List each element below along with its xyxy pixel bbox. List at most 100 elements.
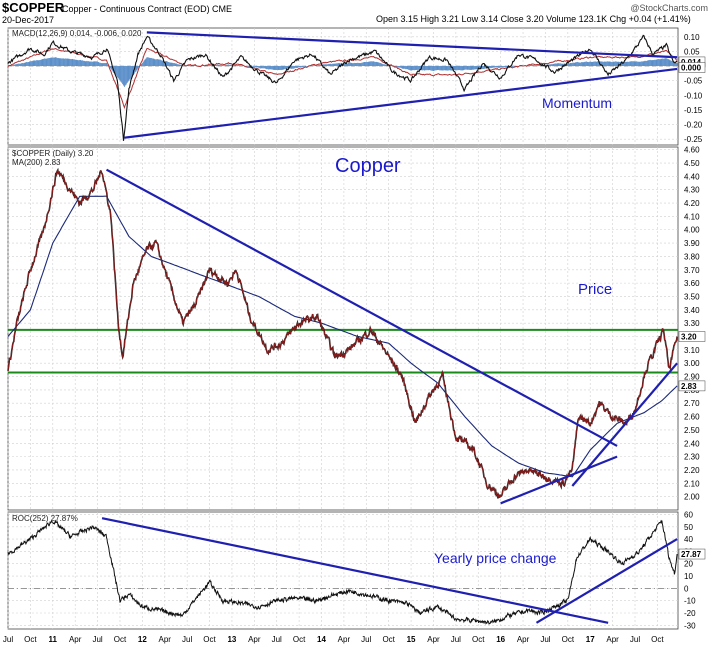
x-tick-label: Apr	[338, 635, 351, 644]
x-tick-label: Oct	[293, 635, 306, 644]
roc-trendline	[535, 538, 678, 624]
roc-value-tag-box	[678, 548, 706, 560]
price-value-tag-box	[678, 331, 706, 342]
ma-value-tag: 2.83	[681, 382, 697, 391]
y-tick-label: 4.00	[684, 226, 700, 235]
x-tick-label: Oct	[651, 635, 664, 644]
price-annotation-title: Copper	[335, 155, 401, 177]
x-tick-label: Jul	[272, 635, 282, 644]
roc-panel-frame	[7, 511, 679, 630]
y-tick-label: 0.05	[684, 47, 700, 56]
x-tick-label: Jul	[3, 635, 13, 644]
price-trendline	[571, 362, 678, 487]
ma-value-tag-box	[678, 380, 706, 392]
macd-line	[7, 34, 678, 141]
macd-panel-frame	[7, 27, 679, 146]
y-tick-label: 2.10	[684, 479, 700, 488]
price-panel	[7, 167, 678, 505]
price-ma-label: MA(200) 2.83	[12, 158, 61, 167]
y-tick-label: 3.40	[684, 306, 700, 315]
x-tick-label: Apr	[248, 635, 261, 644]
x-tick-label: Oct	[24, 635, 37, 644]
x-tick-label: Oct	[472, 635, 485, 644]
roc-line	[7, 519, 678, 625]
y-tick-label: 4.30	[684, 186, 700, 195]
price-trendline	[500, 455, 618, 505]
x-tick-label: Jul	[361, 635, 371, 644]
y-tick-label: -30	[684, 621, 696, 630]
y-tick-label: -0.15	[684, 106, 703, 115]
y-tick-label: 3.80	[684, 252, 700, 261]
x-tick-label: Apr	[517, 635, 530, 644]
x-tick-label: Oct	[382, 635, 395, 644]
x-tick-label: 16	[496, 635, 505, 644]
y-tick-label: 0	[684, 584, 689, 593]
x-tick-label: Jul	[182, 635, 192, 644]
macd-trendline	[124, 67, 678, 139]
y-tick-label: 2.00	[684, 493, 700, 502]
x-tick-label: Oct	[114, 635, 127, 644]
roc-trendline	[101, 517, 609, 624]
y-tick-label: 2.70	[684, 399, 700, 408]
x-tick-label: Jul	[540, 635, 550, 644]
x-tick-label: 17	[586, 635, 595, 644]
x-tick-label: Jul	[451, 635, 461, 644]
gridlines	[7, 28, 678, 629]
y-tick-label: 4.50	[684, 159, 700, 168]
y-tick-label: -0.25	[684, 135, 703, 144]
price-line	[7, 168, 678, 499]
x-tick-label: 11	[49, 635, 58, 644]
y-tick-label: 3.10	[684, 346, 700, 355]
y-tick-label: 2.30	[684, 453, 700, 462]
y-tick-label: 4.20	[684, 199, 700, 208]
y-tick-label: 2.60	[684, 413, 700, 422]
x-tick-label: 15	[407, 635, 416, 644]
y-tick-label: 4.60	[684, 146, 700, 155]
y-tick-label: -20	[684, 609, 696, 618]
price-line-shadow	[7, 167, 678, 499]
header-date: 20-Dec-2017	[2, 15, 54, 25]
y-tick-label: -0.05	[684, 77, 703, 86]
macd-title: MACD(12,26,9) 0.014, -0.006, 0.020	[12, 29, 142, 38]
macd-panel	[7, 31, 678, 141]
roc-title: ROC(252) 27.87%	[12, 514, 78, 523]
macd-signal-value-tag-box	[678, 62, 706, 73]
y-tick-label: 4.10	[684, 212, 700, 221]
x-tick-label: Apr	[69, 635, 82, 644]
price-title: $COPPER (Daily) 3.20	[12, 149, 94, 158]
y-tick-label: -0.10	[684, 91, 703, 100]
y-tick-label: -0.20	[684, 121, 703, 130]
roc-value-tag: 27.87	[681, 550, 702, 559]
price-value-tag: 3.20	[681, 333, 697, 342]
x-tick-label: Apr	[606, 635, 619, 644]
y-tick-label: 3.70	[684, 266, 700, 275]
x-tick-label: 13	[227, 635, 236, 644]
y-tick-label: 60	[684, 510, 693, 519]
price-ma200-line	[7, 195, 678, 478]
y-tick-label: 10	[684, 572, 693, 581]
y-tick-label: 3.90	[684, 239, 700, 248]
y-tick-label: 3.60	[684, 279, 700, 288]
x-tick-label: Apr	[159, 635, 172, 644]
x-tick-label: 14	[317, 635, 326, 644]
macd-signal-value-tag: 0.000	[681, 63, 702, 72]
y-tick-label: 3.50	[684, 292, 700, 301]
price-annotation-price: Price	[578, 281, 612, 298]
y-tick-label: 0.10	[684, 33, 700, 42]
y-tick-label: 40	[684, 535, 693, 544]
macd-trendline	[146, 31, 678, 59]
y-tick-label: -10	[684, 597, 696, 606]
x-tick-label: Oct	[203, 635, 216, 644]
y-tick-label: 2.20	[684, 466, 700, 475]
price-trendline	[106, 168, 618, 447]
macd-signal-line	[7, 47, 678, 110]
macd-annotation: Momentum	[542, 95, 612, 111]
y-tick-label: 50	[684, 523, 693, 532]
header-credit: @StockCharts.com	[630, 3, 708, 13]
roc-panel	[7, 517, 678, 625]
roc-annotation: Yearly price change	[434, 550, 557, 566]
y-tick-label: 2.50	[684, 426, 700, 435]
y-tick-label: 3.00	[684, 359, 700, 368]
